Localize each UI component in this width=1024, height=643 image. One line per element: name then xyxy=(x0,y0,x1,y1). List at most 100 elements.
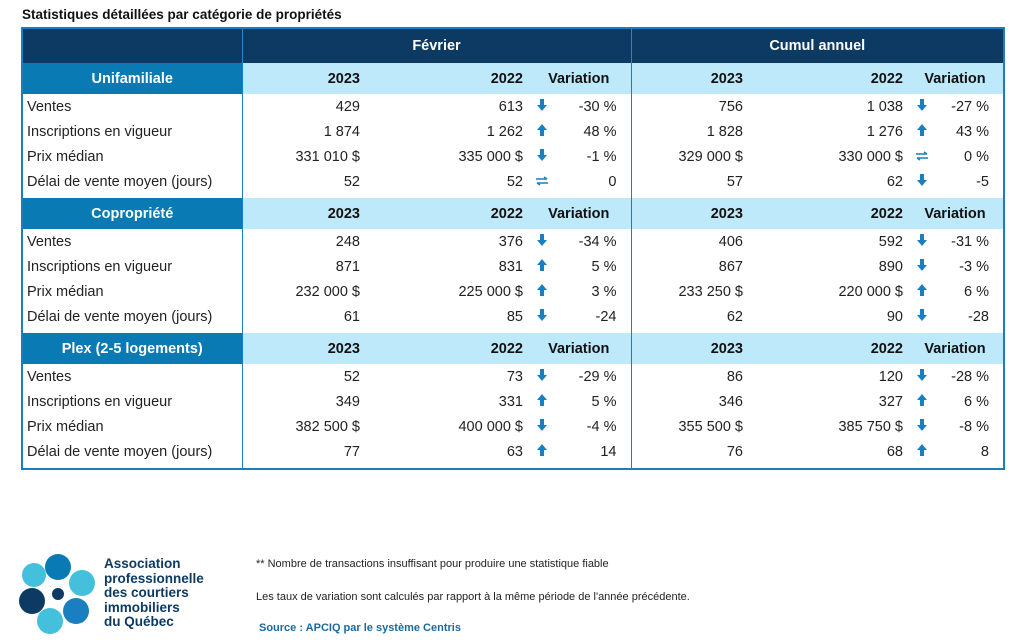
table-row: Délai de vente moyen (jours) 77 63 14 76… xyxy=(22,439,1004,469)
row-label: Prix médian xyxy=(22,414,243,439)
arrow-down-icon xyxy=(907,254,937,279)
feb-variation: -24 xyxy=(595,308,617,325)
col-2023: 2023 xyxy=(242,63,364,94)
feb-variation: 5 % xyxy=(591,258,617,275)
section-label: Unifamiliale xyxy=(22,63,243,94)
arrow-up-icon xyxy=(527,439,557,469)
section-header-row: Plex (2-5 logements) 2023 2022 Variation… xyxy=(22,333,1004,364)
empty-header xyxy=(22,28,242,63)
col-variation: Variation xyxy=(907,333,1004,364)
ytd-variation: 8 xyxy=(980,443,989,460)
arrow-up-icon xyxy=(907,119,937,144)
ytd-2022: 68 xyxy=(886,443,903,460)
row-label: Délai de vente moyen (jours) xyxy=(22,439,243,469)
col-2022: 2022 xyxy=(747,198,907,229)
ytd-2022: 1 276 xyxy=(866,123,903,140)
footnote-variation: Les taux de variation sont calculés par … xyxy=(256,591,690,603)
feb-2023: 331 010 $ xyxy=(295,148,360,165)
ytd-2022: 62 xyxy=(886,173,903,190)
feb-2022: 52 xyxy=(506,173,523,190)
ytd-2022: 90 xyxy=(886,308,903,325)
ytd-variation: -28 xyxy=(968,308,989,325)
row-label: Prix médian xyxy=(22,144,243,169)
feb-2022: 63 xyxy=(506,443,523,460)
arrow-up-icon xyxy=(907,279,937,304)
table-row: Prix médian 232 000 $ 225 000 $ 3 % 233 … xyxy=(22,279,1004,304)
feb-variation: 5 % xyxy=(591,393,617,410)
org-line: professionnelle xyxy=(104,570,204,586)
section-header-row: Copropriété 2023 2022 Variation 2023 202… xyxy=(22,198,1004,229)
ytd-2023: 57 xyxy=(630,169,747,198)
feb-2023: 382 500 $ xyxy=(295,418,360,435)
feb-variation: 48 % xyxy=(583,123,617,140)
arrow-up-icon xyxy=(907,439,937,469)
table-row: Ventes 429 613 -30 % 756 1 038 -27 % xyxy=(22,94,1004,119)
table-row: Délai de vente moyen (jours) 61 85 -24 6… xyxy=(22,304,1004,333)
row-label: Inscriptions en vigueur xyxy=(22,254,243,279)
ytd-2022: 120 xyxy=(878,368,903,385)
arrow-up-icon xyxy=(527,389,557,414)
ytd-variation: -8 % xyxy=(959,418,989,435)
ytd-variation: 43 % xyxy=(955,123,989,140)
table-title: Statistiques détaillées par catégorie de… xyxy=(22,7,342,22)
feb-variation: -34 % xyxy=(578,233,617,250)
feb-2023: 52 xyxy=(343,173,360,190)
org-name: Association professionnelle des courtier… xyxy=(104,556,204,630)
row-label: Inscriptions en vigueur xyxy=(22,389,243,414)
row-label: Ventes xyxy=(22,364,243,389)
feb-2022: 831 xyxy=(498,258,523,275)
arrow-down-icon xyxy=(527,304,557,333)
arrow-up-icon xyxy=(527,279,557,304)
arrow-down-icon xyxy=(907,169,937,198)
col-variation: Variation xyxy=(527,63,631,94)
col-2023: 2023 xyxy=(630,333,747,364)
feb-2023: 52 xyxy=(343,368,360,385)
row-label: Ventes xyxy=(22,229,243,254)
col-2022: 2022 xyxy=(364,333,527,364)
stats-table: Février Cumul annuel Unifamiliale 2023 2… xyxy=(21,27,1005,470)
col-2023: 2023 xyxy=(630,63,747,94)
feb-variation: -1 % xyxy=(586,148,617,165)
arrow-down-icon xyxy=(907,229,937,254)
ytd-variation: -3 % xyxy=(959,258,989,275)
table-row: Ventes 248 376 -34 % 406 592 -31 % xyxy=(22,229,1004,254)
period-cumul: Cumul annuel xyxy=(630,28,1004,63)
ytd-2023: 329 000 $ xyxy=(630,144,747,169)
table-row: Prix médian 331 010 $ 335 000 $ -1 % 329… xyxy=(22,144,1004,169)
feb-2023: 429 xyxy=(335,98,360,115)
table-row: Prix médian 382 500 $ 400 000 $ -4 % 355… xyxy=(22,414,1004,439)
row-label: Inscriptions en vigueur xyxy=(22,119,243,144)
footnote-insufficient: ** Nombre de transactions insuffisant po… xyxy=(256,558,609,570)
arrow-flat-icon xyxy=(907,144,937,169)
feb-2022: 225 000 $ xyxy=(458,283,523,300)
arrow-up-icon xyxy=(907,389,937,414)
col-2022: 2022 xyxy=(364,198,527,229)
feb-variation: 14 xyxy=(600,443,617,460)
ytd-2022: 327 xyxy=(878,393,903,410)
ytd-2023: 756 xyxy=(630,94,747,119)
ytd-2022: 330 000 $ xyxy=(838,148,903,165)
ytd-2023: 406 xyxy=(630,229,747,254)
arrow-down-icon xyxy=(907,364,937,389)
org-line: immobiliers xyxy=(104,599,180,615)
feb-2022: 400 000 $ xyxy=(458,418,523,435)
org-line: Association xyxy=(104,556,181,571)
ytd-variation: -5 xyxy=(976,173,989,190)
org-line: des courtiers xyxy=(104,585,189,600)
period-header-row: Février Cumul annuel xyxy=(22,28,1004,63)
table-row: Délai de vente moyen (jours) 52 52 0 57 … xyxy=(22,169,1004,198)
arrow-down-icon xyxy=(527,229,557,254)
arrow-flat-icon xyxy=(527,169,557,198)
row-label: Délai de vente moyen (jours) xyxy=(22,169,243,198)
feb-2023: 232 000 $ xyxy=(295,283,360,300)
period-fevrier: Février xyxy=(241,28,631,63)
ytd-2023: 346 xyxy=(630,389,747,414)
ytd-2022: 220 000 $ xyxy=(838,283,903,300)
feb-2022: 1 262 xyxy=(486,123,523,140)
ytd-variation: 0 % xyxy=(964,148,989,165)
arrow-up-icon xyxy=(527,254,557,279)
feb-2023: 248 xyxy=(335,233,360,250)
ytd-2023: 233 250 $ xyxy=(630,279,747,304)
arrow-down-icon xyxy=(907,94,937,119)
col-2022: 2022 xyxy=(364,63,527,94)
